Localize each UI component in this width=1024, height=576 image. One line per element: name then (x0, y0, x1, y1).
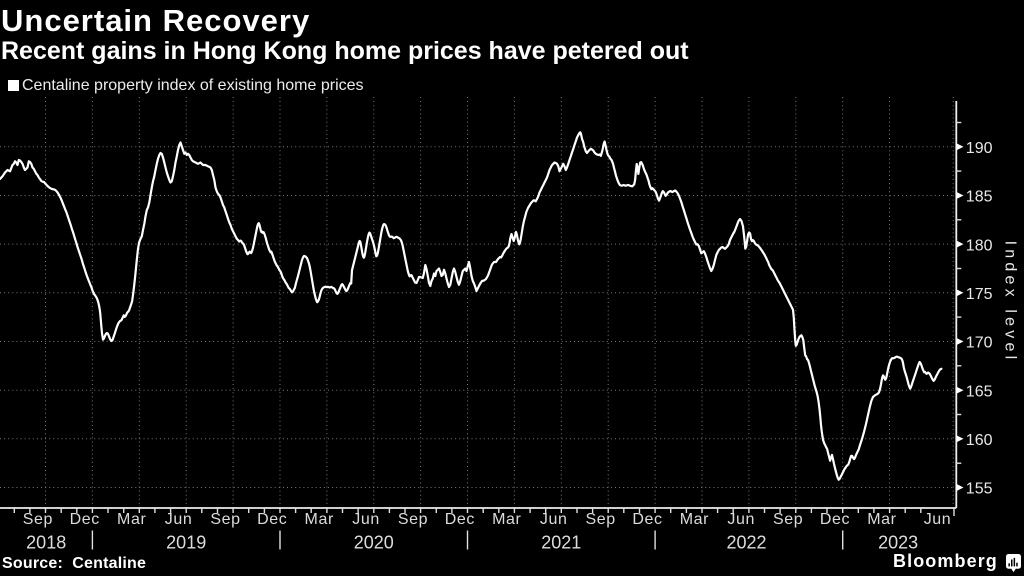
svg-text:Dec: Dec (632, 511, 662, 528)
svg-text:185: 185 (966, 189, 993, 206)
svg-text:Mar: Mar (867, 511, 896, 528)
svg-text:Mar: Mar (117, 511, 146, 528)
svg-text:Jun: Jun (352, 511, 380, 528)
svg-text:2022: 2022 (726, 533, 766, 553)
svg-text:2019: 2019 (166, 533, 206, 553)
svg-text:2021: 2021 (541, 533, 581, 553)
svg-text:165: 165 (966, 383, 993, 400)
svg-text:Jun: Jun (727, 511, 755, 528)
svg-text:Sep: Sep (585, 511, 615, 528)
svg-text:2023: 2023 (878, 533, 918, 553)
svg-text:Dec: Dec (70, 511, 100, 528)
svg-text:155: 155 (966, 481, 993, 498)
svg-text:170: 170 (966, 335, 993, 352)
svg-text:Sep: Sep (773, 511, 803, 528)
svg-text:Mar: Mar (492, 511, 521, 528)
svg-text:175: 175 (966, 286, 993, 303)
svg-text:Jun: Jun (540, 511, 568, 528)
svg-text:Sep: Sep (210, 511, 240, 528)
svg-text:180: 180 (966, 237, 993, 254)
svg-text:Dec: Dec (257, 511, 287, 528)
svg-text:2020: 2020 (354, 533, 394, 553)
svg-text:Index level: Index level (1002, 241, 1019, 364)
svg-text:Sep: Sep (398, 511, 428, 528)
svg-text:Jun: Jun (165, 511, 193, 528)
svg-text:2018: 2018 (26, 533, 66, 553)
svg-text:160: 160 (966, 432, 993, 449)
svg-text:Mar: Mar (305, 511, 334, 528)
svg-text:Dec: Dec (445, 511, 475, 528)
svg-text:190: 190 (966, 140, 993, 157)
svg-text:Jun: Jun (924, 511, 952, 528)
svg-text:Dec: Dec (820, 511, 850, 528)
svg-text:Mar: Mar (680, 511, 709, 528)
svg-text:Sep: Sep (23, 511, 53, 528)
